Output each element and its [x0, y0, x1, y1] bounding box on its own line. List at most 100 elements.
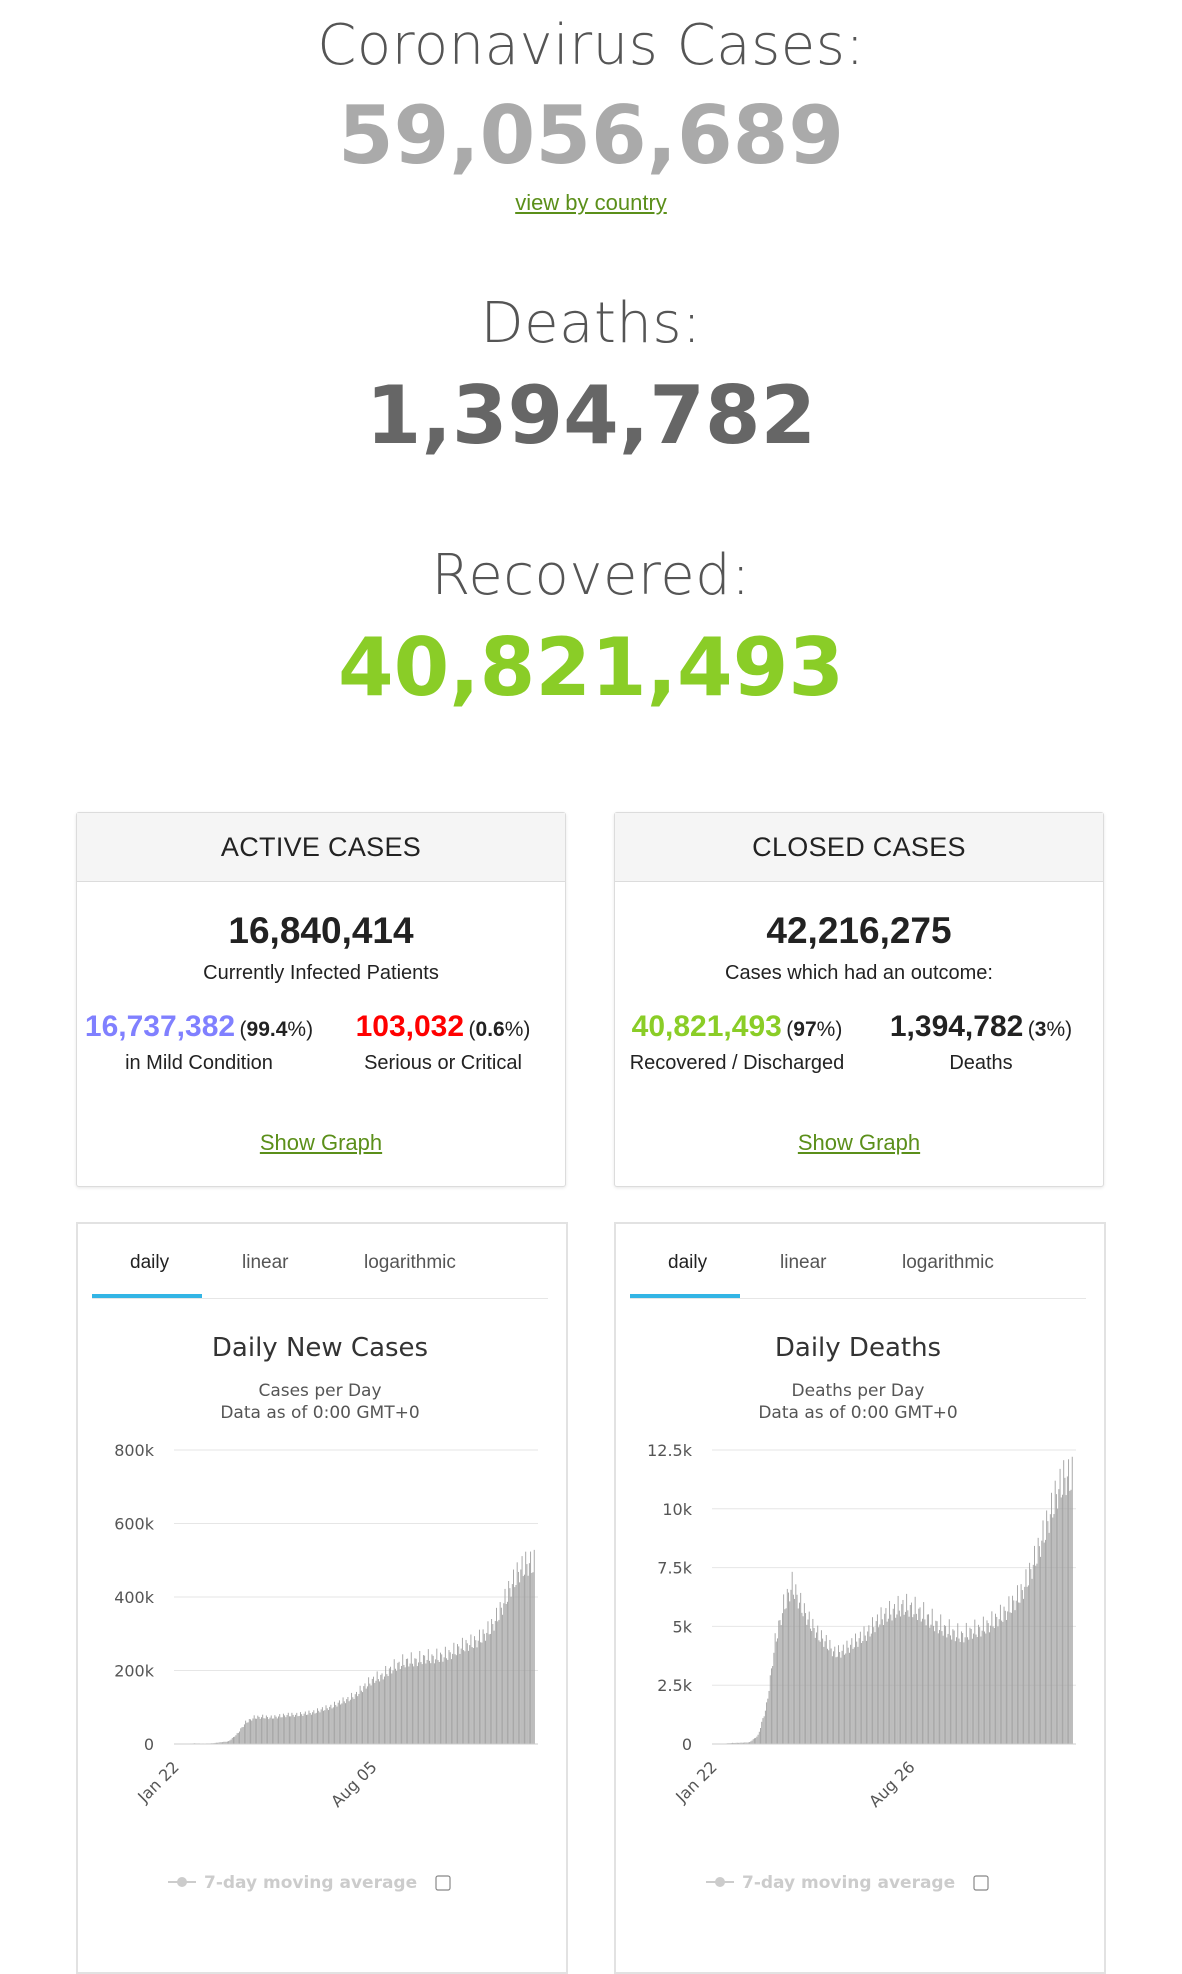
bar[interactable] — [803, 1616, 804, 1744]
bar[interactable] — [475, 1640, 476, 1744]
bar[interactable] — [366, 1689, 367, 1744]
bar[interactable] — [885, 1608, 886, 1744]
bar[interactable] — [882, 1619, 883, 1744]
bar[interactable] — [374, 1683, 375, 1744]
bar[interactable] — [444, 1657, 445, 1744]
bar[interactable] — [322, 1707, 323, 1744]
bar[interactable] — [777, 1638, 778, 1744]
bar[interactable] — [445, 1647, 446, 1744]
bar[interactable] — [937, 1621, 938, 1744]
bar[interactable] — [850, 1645, 851, 1744]
bar[interactable] — [819, 1640, 820, 1744]
bar[interactable] — [984, 1632, 985, 1744]
bar[interactable] — [812, 1619, 813, 1744]
bar[interactable] — [375, 1681, 376, 1744]
bar[interactable] — [772, 1666, 773, 1744]
bar[interactable] — [491, 1619, 492, 1744]
bar[interactable] — [528, 1576, 529, 1744]
bar[interactable] — [895, 1618, 896, 1744]
bar[interactable] — [372, 1679, 373, 1744]
bar[interactable] — [991, 1611, 992, 1744]
bar[interactable] — [513, 1570, 514, 1744]
bar[interactable] — [371, 1685, 372, 1744]
bar[interactable] — [384, 1677, 385, 1744]
bar[interactable] — [495, 1621, 496, 1744]
bar[interactable] — [756, 1737, 757, 1744]
bar[interactable] — [240, 1728, 241, 1744]
bar[interactable] — [285, 1717, 286, 1744]
bar[interactable] — [791, 1590, 792, 1744]
bar[interactable] — [993, 1626, 994, 1744]
bar[interactable] — [815, 1638, 816, 1744]
bar[interactable] — [776, 1642, 777, 1744]
bar[interactable] — [306, 1715, 307, 1744]
bar[interactable] — [1027, 1587, 1028, 1744]
bar[interactable] — [798, 1608, 799, 1744]
bar[interactable] — [461, 1649, 462, 1744]
bar[interactable] — [477, 1647, 478, 1744]
bar[interactable] — [481, 1643, 482, 1744]
bar[interactable] — [425, 1663, 426, 1744]
bar[interactable] — [860, 1632, 861, 1744]
bar[interactable] — [530, 1552, 531, 1744]
bar[interactable] — [339, 1700, 340, 1744]
bar[interactable] — [407, 1659, 408, 1744]
bar[interactable] — [235, 1735, 236, 1744]
bar[interactable] — [248, 1722, 249, 1744]
bar[interactable] — [242, 1727, 243, 1744]
bar[interactable] — [287, 1715, 288, 1744]
bar[interactable] — [417, 1666, 418, 1744]
bar[interactable] — [939, 1630, 940, 1744]
bar[interactable] — [788, 1593, 789, 1744]
bar[interactable] — [844, 1655, 845, 1744]
bar[interactable] — [450, 1652, 451, 1744]
bar[interactable] — [766, 1702, 767, 1744]
bar[interactable] — [1022, 1590, 1023, 1744]
bar[interactable] — [244, 1724, 245, 1744]
bar[interactable] — [506, 1604, 507, 1744]
bar[interactable] — [974, 1620, 975, 1744]
bar[interactable] — [985, 1634, 986, 1745]
bar[interactable] — [859, 1638, 860, 1744]
bar[interactable] — [329, 1707, 330, 1744]
bar[interactable] — [795, 1584, 796, 1744]
bar[interactable] — [309, 1711, 310, 1744]
bar[interactable] — [755, 1738, 756, 1744]
bar[interactable] — [239, 1732, 240, 1744]
bar[interactable] — [260, 1719, 261, 1744]
bar[interactable] — [927, 1615, 928, 1744]
bar[interactable] — [312, 1712, 313, 1744]
bar[interactable] — [253, 1719, 254, 1745]
bar[interactable] — [973, 1634, 974, 1744]
active-show-graph-link[interactable]: Show Graph — [77, 1130, 565, 1156]
bar[interactable] — [328, 1710, 329, 1744]
bar[interactable] — [784, 1609, 785, 1744]
bar[interactable] — [833, 1651, 834, 1744]
bar[interactable] — [1021, 1584, 1022, 1744]
bar[interactable] — [972, 1639, 973, 1744]
bar[interactable] — [966, 1623, 967, 1744]
bar[interactable] — [941, 1631, 942, 1744]
bar[interactable] — [920, 1607, 921, 1744]
bar[interactable] — [302, 1716, 303, 1744]
bar[interactable] — [753, 1739, 754, 1744]
bar[interactable] — [402, 1654, 403, 1744]
bar[interactable] — [386, 1674, 387, 1744]
bar[interactable] — [793, 1595, 794, 1744]
bar[interactable] — [345, 1703, 346, 1744]
bar[interactable] — [828, 1650, 829, 1744]
bar[interactable] — [856, 1642, 857, 1744]
bar[interactable] — [961, 1631, 962, 1744]
bar[interactable] — [1064, 1478, 1065, 1744]
bar[interactable] — [323, 1711, 324, 1744]
bar[interactable] — [764, 1716, 765, 1744]
bar[interactable] — [434, 1663, 435, 1744]
bar[interactable] — [854, 1647, 855, 1744]
bar[interactable] — [1002, 1622, 1003, 1744]
bar[interactable] — [957, 1623, 958, 1744]
bar[interactable] — [915, 1597, 916, 1744]
bar[interactable] — [267, 1717, 268, 1744]
bar[interactable] — [294, 1717, 295, 1744]
bar[interactable] — [851, 1638, 852, 1744]
bar[interactable] — [352, 1697, 353, 1744]
